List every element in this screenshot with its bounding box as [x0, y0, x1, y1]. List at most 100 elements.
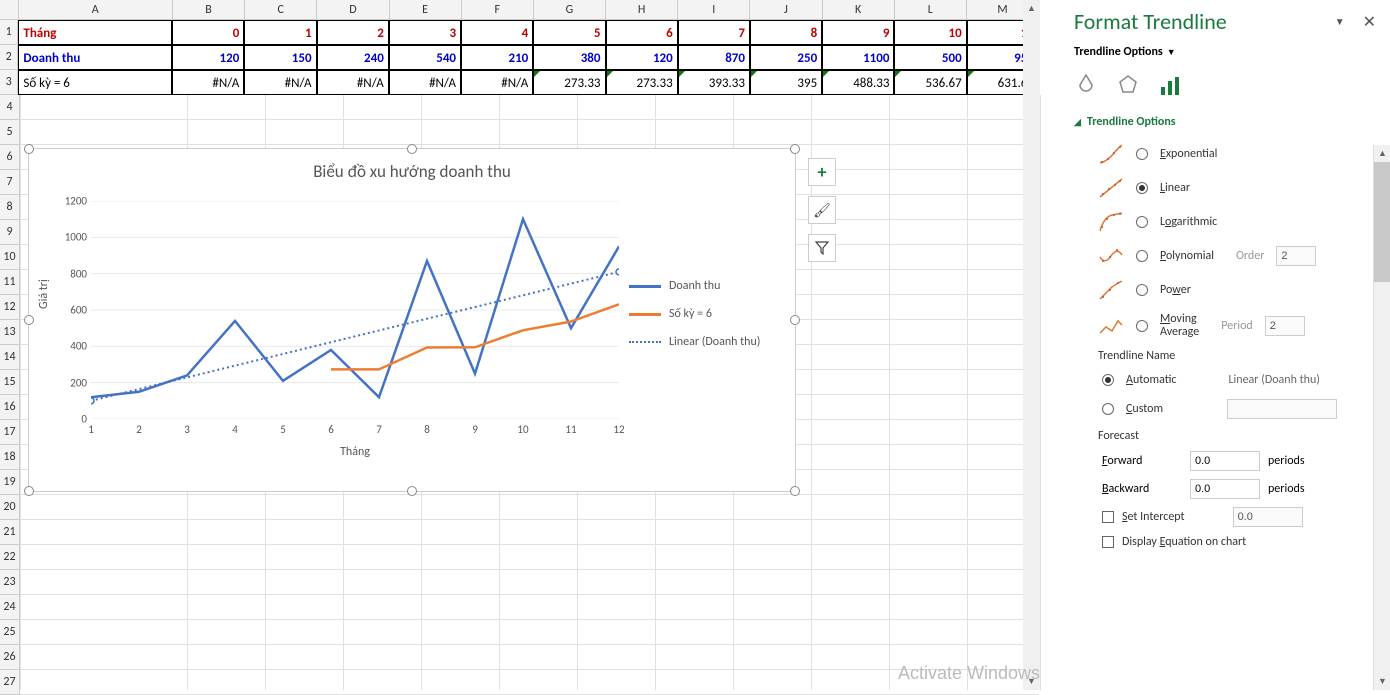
display-equation-label[interactable]: Display Equation on chart: [1122, 535, 1246, 549]
cell-c1[interactable]: 1: [244, 20, 316, 45]
col-header-g[interactable]: G: [534, 0, 606, 19]
radio-power[interactable]: [1136, 284, 1148, 296]
col-header-i[interactable]: I: [678, 0, 750, 19]
cell-b3[interactable]: #N/A: [172, 70, 244, 95]
label-linear[interactable]: Linear: [1160, 181, 1190, 195]
row-header-19[interactable]: 19: [0, 470, 20, 495]
row-header-25[interactable]: 25: [0, 620, 20, 645]
panel-dropdown-icon[interactable]: ▼: [1335, 15, 1345, 28]
intercept-input[interactable]: [1233, 507, 1303, 527]
set-intercept-checkbox[interactable]: [1102, 511, 1114, 523]
row-header-4[interactable]: 4: [0, 95, 20, 120]
radio-custom[interactable]: [1102, 403, 1114, 415]
cell-f1[interactable]: 4: [461, 20, 533, 45]
y-axis[interactable]: 020040060080010001200: [59, 201, 89, 419]
resize-handle-sw[interactable]: [24, 486, 34, 496]
row-header-7[interactable]: 7: [0, 170, 20, 195]
legend-trend[interactable]: Linear (Doanh thu): [629, 335, 760, 349]
col-header-c[interactable]: C: [245, 0, 317, 19]
resize-handle-e[interactable]: [790, 315, 800, 325]
cell-d3[interactable]: #N/A: [317, 70, 389, 95]
effects-icon[interactable]: [1116, 73, 1140, 97]
row-header-13[interactable]: 13: [0, 320, 20, 345]
order-input[interactable]: [1276, 246, 1316, 266]
col-header-f[interactable]: F: [462, 0, 534, 19]
cell-c3[interactable]: #N/A: [244, 70, 316, 95]
legend-sma[interactable]: Số kỳ = 6: [629, 307, 760, 321]
row-header-2[interactable]: 2: [0, 45, 18, 70]
row-header-27[interactable]: 27: [0, 670, 20, 695]
cell-k3[interactable]: 488.33: [822, 70, 894, 95]
cell-e3[interactable]: #N/A: [389, 70, 461, 95]
col-header-b[interactable]: B: [173, 0, 245, 19]
radio-linear[interactable]: [1136, 182, 1148, 194]
radio-logarithmic[interactable]: [1136, 216, 1148, 228]
row-header-16[interactable]: 16: [0, 395, 20, 420]
cell-l2[interactable]: 500: [894, 45, 966, 70]
radio-polynomial[interactable]: [1136, 250, 1148, 262]
x-axis[interactable]: 123456789101112: [91, 423, 619, 441]
label-power[interactable]: Power: [1160, 283, 1191, 297]
trendline-options-icon[interactable]: [1158, 73, 1182, 97]
series-sma[interactable]: [331, 304, 619, 369]
row-header-23[interactable]: 23: [0, 570, 20, 595]
cell-k2[interactable]: 1100: [822, 45, 894, 70]
cell-f2[interactable]: 210: [461, 45, 533, 70]
col-header-d[interactable]: D: [317, 0, 389, 19]
display-equation-checkbox[interactable]: [1102, 536, 1114, 548]
cell-l3[interactable]: 536.67: [894, 70, 966, 95]
cell-i3[interactable]: 393.33: [678, 70, 750, 95]
chart-elements-button[interactable]: +: [808, 158, 836, 186]
row-header-21[interactable]: 21: [0, 520, 20, 545]
select-all-corner[interactable]: [0, 0, 19, 19]
set-intercept-label[interactable]: Set Intercept: [1122, 510, 1185, 524]
cell-a1[interactable]: Tháng: [18, 20, 172, 45]
row-header-11[interactable]: 11: [0, 270, 20, 295]
series-trendline[interactable]: [91, 272, 619, 401]
col-header-j[interactable]: J: [750, 0, 822, 19]
col-header-a[interactable]: A: [19, 0, 173, 19]
chart-styles-button[interactable]: 🖌: [808, 196, 836, 224]
resize-handle-nw[interactable]: [24, 144, 34, 154]
cell-j1[interactable]: 8: [750, 20, 822, 45]
row-header-6[interactable]: 6: [0, 145, 20, 170]
chart-plot-area[interactable]: [91, 201, 619, 419]
row-header-1[interactable]: 1: [0, 20, 18, 45]
panel-close-button[interactable]: ✕: [1363, 12, 1376, 32]
main-vertical-scrollbar[interactable]: ▲ ▼: [1023, 0, 1040, 690]
chart-legend[interactable]: Doanh thu Số kỳ = 6 Linear (Doanh thu): [629, 279, 760, 363]
cell-c2[interactable]: 150: [244, 45, 316, 70]
cell-g2[interactable]: 380: [533, 45, 605, 70]
scroll-thumb[interactable]: [1374, 162, 1390, 282]
row-header-24[interactable]: 24: [0, 595, 20, 620]
radio-moving-average[interactable]: [1136, 320, 1148, 332]
cell-l1[interactable]: 10: [894, 20, 966, 45]
trendline-options-section[interactable]: ◢ Trendline Options: [1074, 107, 1376, 137]
resize-handle-s[interactable]: [407, 486, 417, 496]
scroll-up-icon[interactable]: ▲: [1023, 0, 1040, 17]
col-header-l[interactable]: L: [895, 0, 967, 19]
label-logarithmic[interactable]: Logarithmic: [1160, 215, 1217, 229]
x-axis-label[interactable]: Tháng: [91, 445, 619, 459]
custom-name-input[interactable]: [1227, 399, 1337, 419]
label-polynomial[interactable]: Polynomial: [1160, 249, 1214, 263]
row-header-3[interactable]: 3: [0, 70, 18, 95]
row-header-5[interactable]: 5: [0, 120, 20, 145]
row-header-26[interactable]: 26: [0, 645, 20, 670]
cell-e1[interactable]: 3: [389, 20, 461, 45]
row-header-18[interactable]: 18: [0, 445, 20, 470]
cell-i2[interactable]: 870: [678, 45, 750, 70]
resize-handle-se[interactable]: [790, 486, 800, 496]
cell-a2[interactable]: Doanh thu: [18, 45, 172, 70]
chart-title[interactable]: Biểu đồ xu hướng doanh thu: [29, 149, 795, 188]
cell-i1[interactable]: 7: [678, 20, 750, 45]
col-header-h[interactable]: H: [606, 0, 678, 19]
scroll-up-icon[interactable]: ▲: [1374, 145, 1390, 162]
row-header-12[interactable]: 12: [0, 295, 20, 320]
resize-handle-n[interactable]: [407, 144, 417, 154]
cell-h1[interactable]: 6: [606, 20, 678, 45]
y-axis-label[interactable]: Giá trị: [37, 279, 51, 309]
row-header-22[interactable]: 22: [0, 545, 20, 570]
label-moving-average[interactable]: MovingAverage: [1160, 313, 1199, 339]
radio-automatic[interactable]: [1102, 374, 1114, 386]
